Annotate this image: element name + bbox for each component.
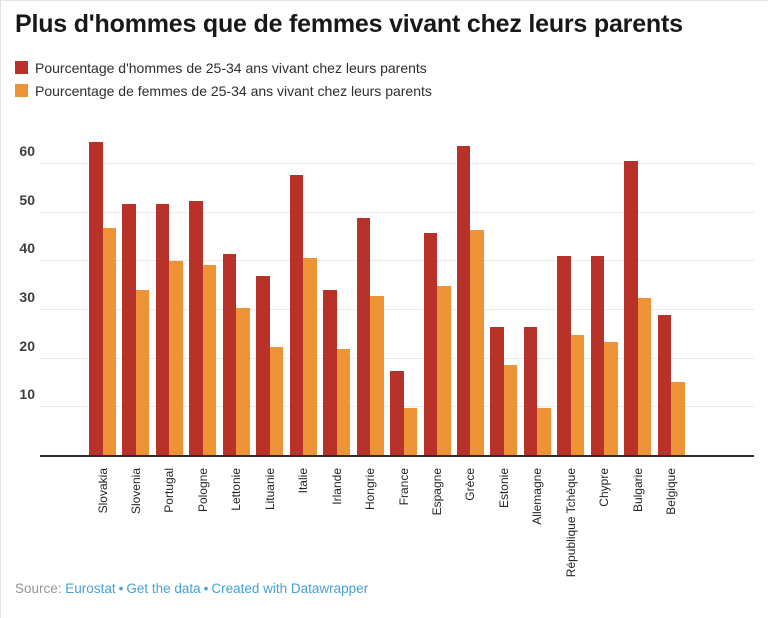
y-tick-label-40: 40 bbox=[19, 240, 35, 257]
bar-hommes-chypre bbox=[590, 256, 605, 455]
x-axis-label-lituanie: Lituanie bbox=[262, 468, 277, 511]
bar-hommes-lituanie bbox=[256, 276, 270, 455]
x-axis-line bbox=[40, 455, 754, 457]
footer-separator: • bbox=[203, 581, 209, 596]
bar-femmes-belgique bbox=[671, 382, 685, 455]
bar-hommes-italie bbox=[289, 175, 304, 455]
bar-femmes-estonie bbox=[503, 364, 518, 455]
gridline-20 bbox=[40, 357, 754, 359]
bar-femmes-hongrie bbox=[370, 295, 384, 455]
x-axis-label-espagne: Espagne bbox=[430, 468, 444, 516]
x-axis-label-irlande: Irlande bbox=[329, 468, 344, 505]
x-axis-label-chypre: Chypre bbox=[597, 468, 612, 507]
source-link-eurostat[interactable]: Eurostat bbox=[65, 581, 116, 596]
bar-femmes-allemagne bbox=[537, 407, 551, 455]
bar-hommes-irlande bbox=[323, 289, 337, 455]
bar-femmes-slovakia bbox=[102, 228, 116, 455]
footer-separator: • bbox=[118, 581, 124, 596]
bar-hommes-slovakia bbox=[89, 142, 103, 455]
y-tick-label-10: 10 bbox=[19, 386, 35, 403]
bar-hommes-republique-tcheque bbox=[557, 256, 571, 455]
gridline-30 bbox=[40, 308, 754, 310]
x-axis-label-hongrie: Hongrie bbox=[363, 468, 378, 511]
bar-hommes-estonie bbox=[490, 327, 504, 455]
legend: Pourcentage d'hommes de 25-34 ans vivant… bbox=[15, 60, 432, 106]
bar-hommes-france bbox=[390, 370, 404, 455]
x-axis-label-allemagne: Allemagne bbox=[530, 468, 545, 525]
gridline-50 bbox=[40, 211, 754, 213]
chart-title: Plus d'hommes que de femmes vivant chez … bbox=[15, 10, 683, 38]
y-tick-label-60: 60 bbox=[19, 142, 35, 159]
x-axis-label-belgique: Belgique bbox=[664, 468, 679, 515]
x-axis-label-republique-tcheque: République Tchèque bbox=[563, 468, 578, 578]
bar-femmes-france bbox=[403, 407, 418, 455]
legend-label-femmes: Pourcentage de femmes de 25-34 ans vivan… bbox=[35, 82, 432, 99]
bar-hommes-slovenia bbox=[122, 204, 136, 455]
bar-femmes-irlande bbox=[336, 348, 351, 455]
bar-femmes-republique-tcheque bbox=[570, 335, 585, 455]
x-axis-label-portugal: Portugal bbox=[162, 468, 177, 513]
bar-femmes-pologne bbox=[202, 265, 217, 455]
bar-hommes-bulgarie bbox=[624, 160, 638, 455]
legend-swatch-femmes bbox=[15, 84, 28, 97]
bar-femmes-bulgarie bbox=[637, 298, 652, 455]
x-axis-label-france: France bbox=[396, 468, 411, 506]
bar-hommes-belgique bbox=[657, 315, 672, 455]
bar-femmes-chypre bbox=[604, 341, 618, 455]
bar-hommes-lettonie bbox=[222, 253, 237, 455]
bar-hommes-grece bbox=[456, 145, 471, 455]
y-tick-label-50: 50 bbox=[19, 191, 35, 208]
x-axis-label-italie: Italie bbox=[296, 468, 311, 494]
y-tick-label-30: 30 bbox=[19, 288, 35, 305]
gridline-40 bbox=[40, 260, 754, 262]
x-axis-label-pologne: Pologne bbox=[195, 468, 210, 513]
x-axis-label-slovakia: Slovakia bbox=[95, 468, 110, 514]
legend-label-hommes: Pourcentage d'hommes de 25-34 ans vivant… bbox=[35, 59, 427, 76]
bar-hommes-allemagne bbox=[523, 327, 538, 455]
bar-femmes-lettonie bbox=[236, 307, 250, 455]
x-axis-label-lettonie: Lettonie bbox=[229, 468, 244, 511]
bar-hommes-hongrie bbox=[356, 217, 371, 455]
legend-item-hommes: Pourcentage d'hommes de 25-34 ans vivant… bbox=[15, 59, 432, 76]
bar-femmes-slovenia bbox=[135, 289, 150, 455]
legend-item-femmes: Pourcentage de femmes de 25-34 ans vivan… bbox=[15, 82, 432, 99]
chart-footer: Source: Eurostat • Get the data • Created wi… bbox=[15, 581, 368, 596]
bar-femmes-portugal bbox=[169, 260, 183, 455]
bar-femmes-espagne bbox=[437, 286, 451, 455]
x-axis-label-estonie: Estonie bbox=[496, 468, 511, 509]
get-the-data-link[interactable]: Get the data bbox=[126, 581, 201, 596]
datawrapper-credit-link[interactable]: Created with Datawrapper bbox=[211, 581, 369, 596]
bar-femmes-italie bbox=[303, 257, 317, 455]
bar-femmes-lituanie bbox=[269, 346, 284, 455]
x-axis-label-slovenia: Slovenia bbox=[128, 468, 143, 515]
bar-hommes-pologne bbox=[189, 201, 203, 455]
x-axis-label-bulgarie: Bulgarie bbox=[630, 468, 645, 513]
gridline-60 bbox=[40, 162, 754, 164]
legend-swatch-hommes bbox=[15, 61, 28, 74]
y-tick-label-20: 20 bbox=[19, 337, 35, 354]
x-axis-label-grece: Grèce bbox=[463, 468, 478, 501]
bar-hommes-espagne bbox=[423, 232, 437, 455]
bar-femmes-grece bbox=[470, 230, 484, 455]
source-label: Source: bbox=[15, 581, 62, 596]
bar-hommes-portugal bbox=[155, 204, 170, 455]
